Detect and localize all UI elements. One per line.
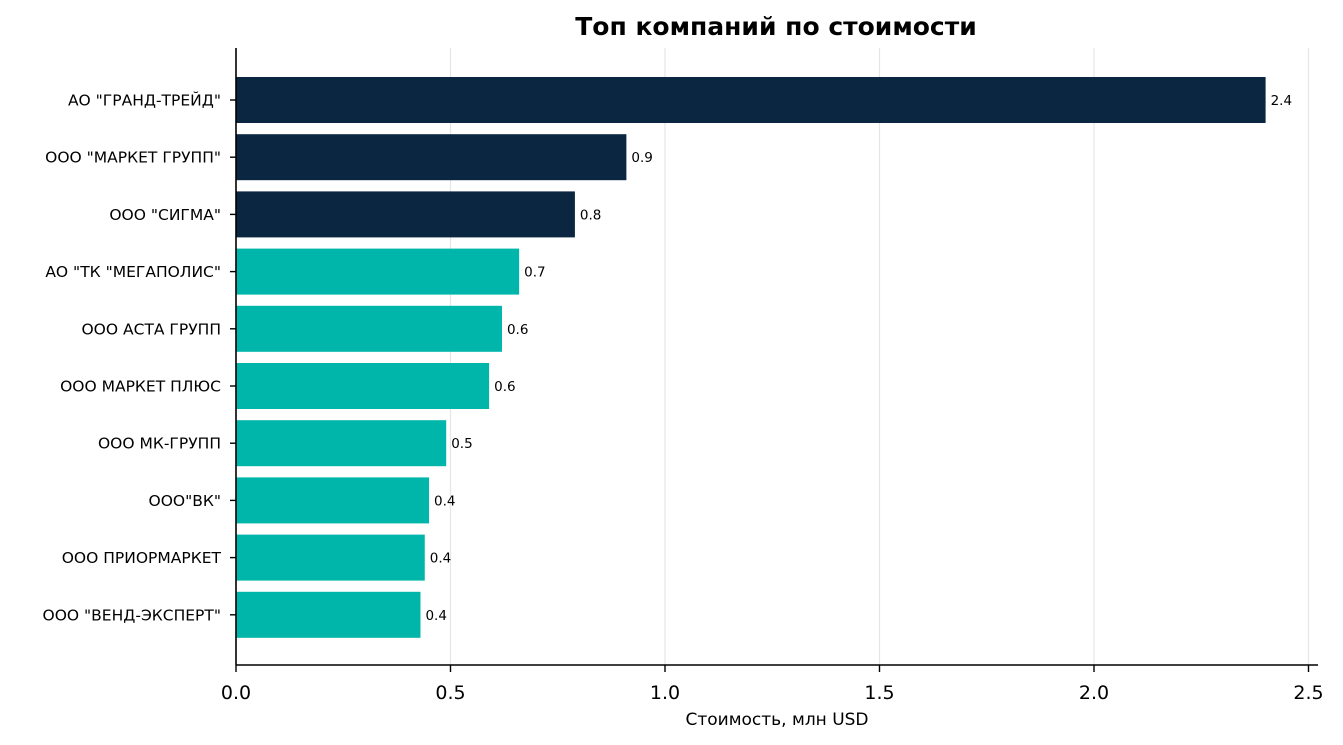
y-tick-label: АО "ГРАНД-ТРЕЙД" — [68, 91, 221, 110]
bar-value-label: 0.6 — [507, 322, 528, 338]
bar-value-label: 0.4 — [430, 551, 451, 567]
bar — [236, 591, 421, 638]
y-tick-label: ООО "СИГМА" — [109, 206, 221, 224]
bars — [236, 77, 1266, 638]
grid-lines — [449, 48, 1310, 665]
y-tick-label: ООО "МАРКЕТ ГРУПП" — [45, 149, 221, 167]
bar — [236, 305, 502, 352]
bar-value-label: 0.4 — [434, 493, 455, 509]
bar-value-label: 0.4 — [425, 608, 446, 624]
y-tick-label: ООО ПРИОРМАРКЕТ — [62, 549, 222, 567]
x-ticks: 0.0 0.5 1.0 1.5 2.0 2.5 — [221, 665, 1324, 704]
bar — [236, 363, 490, 409]
x-axis-label: Стоимость, млн USD — [685, 710, 868, 730]
x-tick-label: 1.5 — [864, 682, 894, 704]
y-tick-label: ООО МК-ГРУПП — [98, 435, 221, 453]
y-tick-label: ООО "ВЕНД-ЭКСПЕРТ" — [43, 606, 222, 624]
x-tick-label: 1.0 — [650, 682, 680, 704]
bar-value-label: 0.5 — [451, 436, 472, 452]
bar — [236, 134, 627, 181]
x-tick-label: 0.0 — [221, 682, 251, 704]
bar — [236, 191, 575, 238]
y-tick-label: АО "ТК "МЕГАПОЛИС" — [45, 263, 221, 281]
y-tick-label: ООО"ВК" — [149, 492, 222, 510]
y-ticks: АО "ГРАНД-ТРЕЙД" ООО "МАРКЕТ ГРУПП" ООО "С… — [43, 91, 236, 624]
chart-title: Топ компаний по стоимости — [575, 12, 977, 41]
x-tick-label: 2.0 — [1079, 682, 1109, 704]
bar — [236, 477, 430, 524]
y-tick-label: ООО АСТА ГРУПП — [81, 320, 221, 338]
bar-value-label: 0.9 — [631, 150, 652, 166]
x-tick-label: 2.5 — [1293, 682, 1323, 704]
bar — [236, 248, 520, 295]
value-labels: 2.4 0.9 0.8 0.7 0.6 0.6 0.5 0.4 0.4 0.4 — [425, 93, 1292, 624]
x-tick-label: 0.5 — [435, 682, 465, 704]
bar-value-label: 0.7 — [524, 265, 545, 281]
bar — [236, 420, 447, 467]
bar-value-label: 2.4 — [1271, 93, 1292, 109]
bar — [236, 77, 1266, 123]
bar-value-label: 0.8 — [580, 207, 601, 223]
bar — [236, 534, 425, 581]
y-tick-label: ООО МАРКЕТ ПЛЮС — [60, 378, 221, 396]
bar-value-label: 0.6 — [494, 379, 515, 395]
